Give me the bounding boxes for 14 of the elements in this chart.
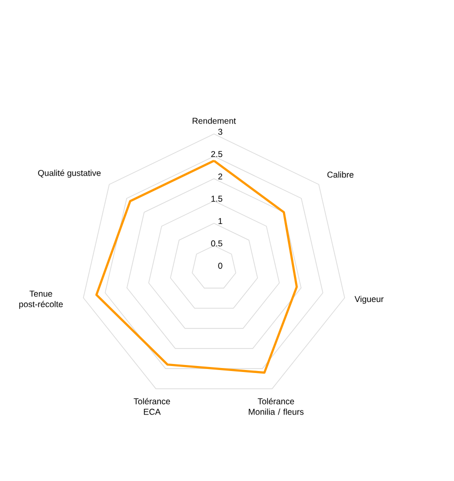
spoke-label: Tolérance ECA — [134, 398, 170, 415]
y-tick-label: 2 — [218, 173, 222, 180]
spoke-label: Tolérance Monilia / fleurs — [248, 398, 304, 415]
spoke-label: Vigueur — [354, 296, 384, 304]
y-tick-label: 0.5 — [211, 240, 222, 246]
y-tick-label: 3 — [218, 128, 222, 135]
spoke-label: Calibre — [327, 171, 354, 178]
y-tick-label: 0 — [218, 262, 222, 269]
spoke-label: Tenue post-récolte — [19, 290, 63, 309]
y-tick-label: 1 — [218, 218, 222, 224]
spoke-label: Qualité gustative — [38, 170, 101, 178]
y-tick-label: 1.5 — [211, 196, 222, 202]
spoke-label: Rendement — [192, 118, 236, 124]
y-tick-label: 2.5 — [211, 151, 222, 158]
